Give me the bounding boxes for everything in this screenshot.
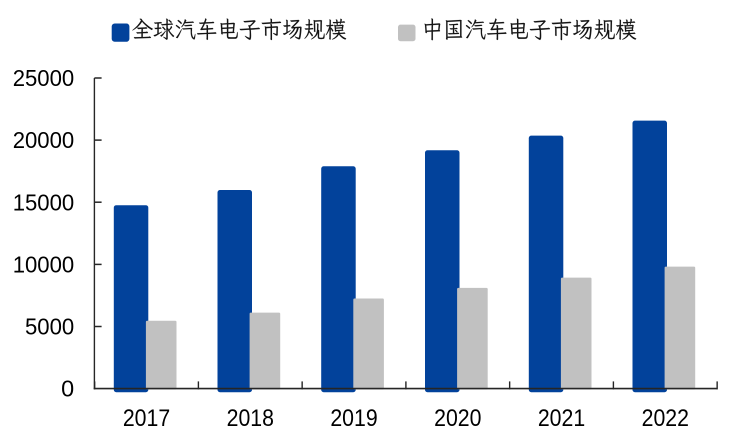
svg-text:20000: 20000 bbox=[13, 127, 75, 153]
svg-text:0: 0 bbox=[61, 376, 74, 402]
svg-text:5000: 5000 bbox=[25, 314, 74, 340]
svg-text:2021: 2021 bbox=[538, 405, 585, 432]
svg-text:2022: 2022 bbox=[642, 405, 689, 432]
svg-text:2017: 2017 bbox=[123, 405, 170, 432]
svg-text:2018: 2018 bbox=[227, 405, 274, 432]
svg-text:15000: 15000 bbox=[13, 189, 75, 215]
svg-text:2020: 2020 bbox=[434, 405, 481, 432]
svg-text:10000: 10000 bbox=[13, 252, 75, 278]
svg-text:2019: 2019 bbox=[330, 405, 377, 432]
svg-text:25000: 25000 bbox=[13, 65, 75, 91]
